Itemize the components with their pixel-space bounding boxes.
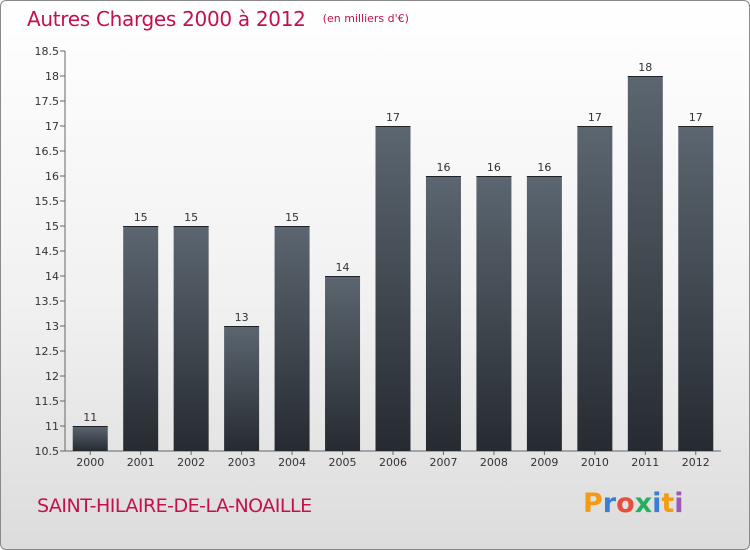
data-label: 17 — [689, 111, 703, 124]
bar — [274, 226, 310, 451]
y-tick-label: 13 — [45, 320, 59, 333]
x-tick-label: 2002 — [177, 456, 205, 469]
logo-letter: x — [634, 488, 653, 519]
x-tick-label: 2005 — [329, 456, 357, 469]
data-label: 15 — [134, 211, 148, 224]
proxiti-logo: Proxiti — [583, 488, 684, 519]
y-tick-label: 14 — [45, 270, 59, 283]
axes: 10.5 11 11.5 12 12.5 13 13.5 14 14.5 15 15.5 16 16.5… — [35, 45, 721, 469]
y-tick-label: 18 — [45, 70, 59, 83]
data-label: 16 — [436, 161, 450, 174]
chart-title: Autres Charges 2000 à 2012 — [27, 7, 306, 31]
x-tick-label: 2009 — [530, 456, 558, 469]
logo-letter: i — [652, 488, 662, 519]
bar — [173, 226, 209, 451]
bar — [476, 176, 512, 451]
x-tick-label: 2010 — [581, 456, 609, 469]
y-tick-label: 15 — [45, 220, 59, 233]
y-tick-label: 17.5 — [35, 95, 60, 108]
data-label: 18 — [638, 61, 652, 74]
data-label: 17 — [588, 111, 602, 124]
bar — [325, 276, 361, 451]
commune-name: SAINT-HILAIRE-DE-LA-NOAILLE — [37, 495, 312, 517]
data-label: 15 — [184, 211, 198, 224]
data-label: 14 — [336, 261, 350, 274]
data-label: 16 — [537, 161, 551, 174]
data-label: 11 — [83, 411, 97, 424]
title-row: Autres Charges 2000 à 2012 (en milliers … — [27, 7, 409, 31]
y-tick-label: 11.5 — [35, 395, 60, 408]
bar — [425, 176, 461, 451]
bar — [627, 76, 663, 451]
x-tick-label: 2004 — [278, 456, 306, 469]
x-tick-label: 2007 — [429, 456, 457, 469]
bar — [678, 126, 714, 451]
x-tick-label: 2008 — [480, 456, 508, 469]
data-label: 15 — [285, 211, 299, 224]
y-tick-label: 11 — [45, 420, 59, 433]
data-label: 13 — [235, 311, 249, 324]
bar — [224, 326, 260, 451]
x-tick-label: 2001 — [127, 456, 155, 469]
y-tick-label: 16.5 — [35, 145, 60, 158]
y-tick-label: 14.5 — [35, 245, 60, 258]
x-tick-label: 2011 — [631, 456, 659, 469]
y-tick-label: 12.5 — [35, 345, 60, 358]
data-label: 16 — [487, 161, 501, 174]
logo-letter: t — [661, 488, 675, 519]
x-tick-label: 2006 — [379, 456, 407, 469]
x-tick-label: 2003 — [228, 456, 256, 469]
y-tick-label: 10.5 — [35, 445, 60, 458]
data-label: 17 — [386, 111, 400, 124]
y-tick-label: 15.5 — [35, 195, 60, 208]
bar — [72, 426, 108, 451]
bar — [577, 126, 613, 451]
logo-letter: r — [602, 488, 617, 519]
logo-letter: o — [616, 488, 635, 519]
data-labels: 11 15 15 13 15 14 17 16 16 16 17 18 17 — [83, 61, 703, 424]
x-tick-label: 2012 — [682, 456, 710, 469]
y-tick-label: 17 — [45, 120, 59, 133]
logo-letter: i — [674, 488, 684, 519]
logo-letter: P — [583, 488, 603, 519]
bars — [72, 76, 714, 451]
bar — [123, 226, 159, 451]
bar — [526, 176, 562, 451]
y-tick-label: 16 — [45, 170, 59, 183]
y-tick-label: 13.5 — [35, 295, 60, 308]
chart-unit: (en milliers d'€) — [322, 12, 409, 25]
x-tick-label: 2000 — [76, 456, 104, 469]
y-tick-label: 18.5 — [35, 45, 60, 58]
bar — [375, 126, 411, 451]
y-tick-label: 12 — [45, 370, 59, 383]
